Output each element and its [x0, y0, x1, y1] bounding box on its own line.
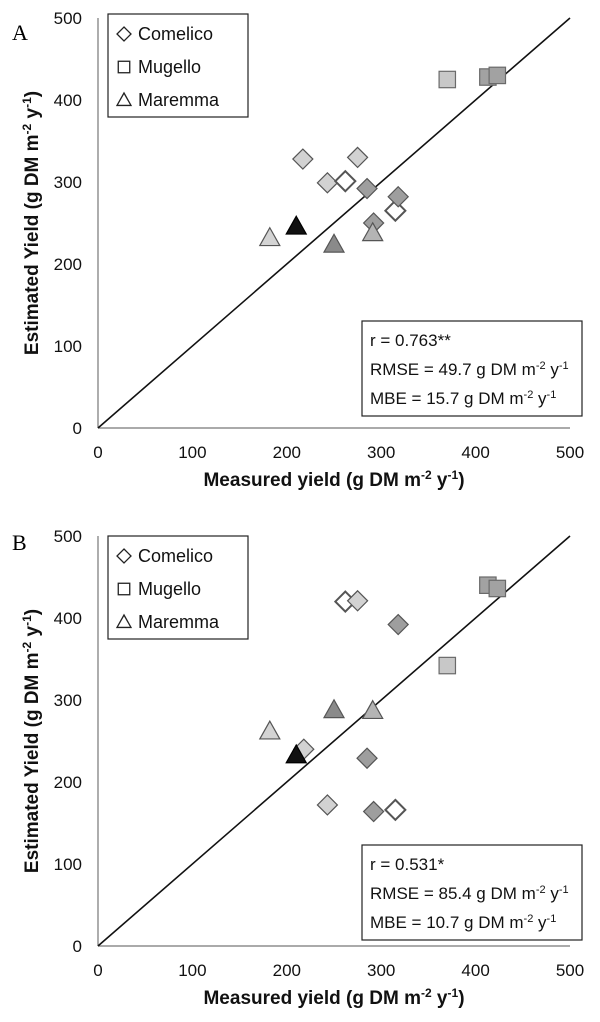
x-axis-title: Measured yield (g DM m-2 y-1)	[203, 986, 464, 1009]
y-tick-label: 100	[54, 337, 82, 356]
maremma-point	[258, 226, 281, 247]
legend-item-mugello: Mugello	[138, 57, 201, 77]
comelico-point	[356, 747, 378, 770]
one-to-one-line	[97, 535, 571, 947]
stats-line: MBE = 15.7 g DM m-2 y-1	[370, 389, 556, 408]
y-tick-label: 500	[54, 9, 82, 28]
y-tick-label: 200	[54, 773, 82, 792]
stats-line: r = 0.763**	[370, 331, 451, 350]
comelico-point	[387, 613, 410, 636]
stats-line: MBE = 10.7 g DM m-2 y-1	[370, 913, 556, 932]
maremma-point	[285, 215, 308, 235]
y-axis-title: Estimated Yield (g DM m-2 y-1)	[20, 609, 43, 873]
y-tick-label: 400	[54, 91, 82, 110]
comelico-point	[362, 800, 385, 823]
maremma-point	[322, 698, 346, 719]
x-tick-label: 400	[461, 961, 489, 980]
x-tick-label: 400	[461, 443, 489, 462]
mugello-point	[488, 66, 507, 85]
chart-panel-b: B 0 100 200 300 400 500 0 100 200 300 400 500 Measure…	[12, 527, 584, 1009]
x-tick-label: 200	[273, 443, 301, 462]
comelico-point	[383, 199, 407, 223]
maremma-point	[322, 233, 346, 253]
x-tick-label: 300	[367, 961, 395, 980]
x-tick-label: 0	[93, 443, 102, 462]
legend-diamond-icon	[116, 548, 132, 564]
y-axis-title: Estimated Yield (g DM m-2 y-1)	[20, 91, 43, 355]
comelico-point	[316, 171, 339, 194]
panel-label: B	[12, 530, 27, 555]
comelico-point	[383, 798, 407, 822]
y-tick-label: 0	[73, 419, 82, 438]
maremma-point	[258, 719, 281, 740]
x-tick-label: 500	[556, 961, 584, 980]
mugello-point	[438, 70, 457, 89]
y-tick-label: 300	[54, 173, 82, 192]
legend-item-mugello: Mugello	[138, 579, 201, 599]
comelico-point	[291, 148, 314, 170]
x-tick-label: 300	[367, 443, 395, 462]
stats-box	[361, 844, 583, 941]
maremma-point	[361, 221, 384, 242]
stats-line: RMSE = 49.7 g DM m-2 y-1	[370, 360, 569, 379]
legend-item-maremma: Maremma	[138, 612, 220, 632]
stats-line: r = 0.531*	[370, 855, 445, 874]
x-tick-label: 500	[556, 443, 584, 462]
y-tick-label: 400	[54, 609, 82, 628]
x-tick-label: 0	[93, 961, 102, 980]
y-tick-label: 200	[54, 255, 82, 274]
stats-box	[361, 320, 583, 417]
x-axis-title: Measured yield (g DM m-2 y-1)	[203, 468, 464, 491]
x-tick-label: 100	[178, 443, 206, 462]
one-to-one-line	[97, 17, 571, 429]
legend-item-comelico: Comelico	[138, 546, 213, 566]
legend-triangle-icon	[115, 91, 133, 107]
x-tick-label: 100	[178, 961, 206, 980]
legend-box	[107, 13, 249, 118]
legend-square-icon	[117, 60, 131, 74]
legend-diamond-icon	[116, 26, 132, 42]
maremma-point	[361, 699, 384, 720]
comelico-point	[316, 794, 339, 816]
y-tick-label: 300	[54, 691, 82, 710]
y-tick-label: 500	[54, 527, 82, 546]
mugello-point	[438, 656, 457, 675]
legend-square-icon	[117, 582, 131, 596]
mugello-point	[488, 579, 507, 598]
panel-label: A	[12, 20, 28, 45]
legend-triangle-icon	[115, 613, 133, 629]
chart-panel-a: A 0 100 200 300 400 500 0 100 200 300 400 500 Measure…	[12, 9, 584, 491]
comelico-point	[333, 169, 357, 193]
comelico-point	[387, 185, 410, 208]
comelico-point	[346, 589, 369, 612]
comelico-point	[346, 146, 369, 169]
y-tick-label: 0	[73, 937, 82, 956]
maremma-point	[285, 743, 308, 764]
stats-line: RMSE = 85.4 g DM m-2 y-1	[370, 884, 569, 903]
legend-item-comelico: Comelico	[138, 24, 213, 44]
x-tick-label: 200	[273, 961, 301, 980]
legend-item-maremma: Maremma	[138, 90, 220, 110]
legend-box	[107, 535, 249, 640]
y-tick-label: 100	[54, 855, 82, 874]
comelico-point	[356, 177, 378, 200]
